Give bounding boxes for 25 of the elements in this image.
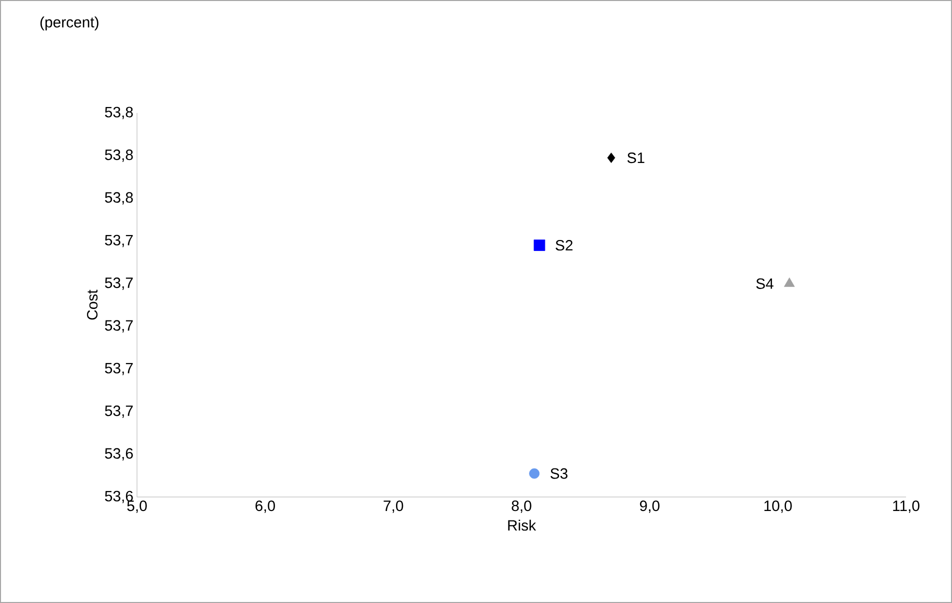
y-axis-title: Cost	[86, 290, 98, 320]
y-tick-label: 53,8	[104, 149, 133, 162]
x-axis-title: Risk	[508, 520, 536, 531]
x-tick-label: 6,0	[256, 500, 275, 513]
series-label: S4	[756, 278, 774, 289]
series-label: S2	[556, 240, 572, 251]
y-tick-label: 53,8	[104, 192, 133, 204]
y-tick-label: 53,7	[104, 320, 133, 332]
series-label: S3	[550, 468, 568, 479]
x-tick-label: 7,0	[384, 500, 404, 513]
point	[534, 240, 546, 251]
text: (percent)	[40, 16, 98, 30]
y-tick-label: 53,7	[104, 234, 133, 248]
point	[529, 468, 540, 479]
x-tick-label: 9,0	[640, 500, 660, 513]
x-tick-label: 11,0	[893, 500, 920, 513]
y-tick-label: 53,7	[104, 405, 133, 418]
x-tick-label: 8,0	[512, 500, 532, 513]
y-tick-label: 53,7	[104, 362, 133, 376]
y-tick-label: 53,6	[104, 448, 133, 460]
y-tick-label: 53,8	[104, 106, 133, 120]
series-label: S1	[627, 152, 644, 164]
y-tick-label: 53,7	[104, 277, 133, 290]
point	[607, 152, 616, 163]
x-tick-label: 10,0	[764, 500, 792, 513]
